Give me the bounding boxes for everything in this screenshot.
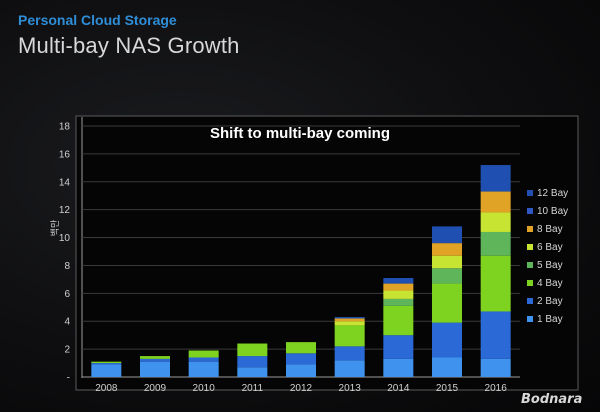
bar-segment-1-bay — [286, 364, 316, 377]
bar-segment-4-bay — [334, 325, 365, 347]
x-tick-label: 2009 — [144, 383, 167, 394]
legend-item-label: 12 Bay — [537, 188, 568, 199]
legend-swatch — [527, 316, 533, 322]
bar-stack-2010 — [188, 350, 219, 377]
legend-swatch — [527, 280, 533, 286]
legend-swatch — [527, 244, 533, 250]
bar-segment-2-bay — [140, 358, 170, 362]
bar-segment-6-bay — [432, 255, 462, 269]
bar-segment-5-bay — [432, 268, 462, 284]
y-tick-label: 4 — [64, 317, 70, 328]
x-tick-label: 2015 — [436, 383, 459, 394]
x-tick-label: 2010 — [193, 383, 216, 394]
bar-segment-2-bay — [432, 322, 462, 358]
bar-segment-2-bay — [188, 357, 219, 362]
y-tick-label: 6 — [64, 289, 70, 300]
bar-segment-4-bay — [237, 343, 268, 357]
bar-segment-6-bay — [383, 290, 414, 299]
bar-segment-1-bay — [334, 360, 365, 377]
legend-item-label: 6 Bay — [537, 242, 563, 253]
x-axis-ticks: 2008 2009 2010 2011 2012 2013 2014 2015 2016 — [95, 383, 507, 394]
x-tick-label: 2012 — [290, 383, 313, 394]
legend-item-label: 4 Bay — [537, 278, 563, 289]
chart-legend: 12 Bay 10 Bay 8 Bay 6 Bay 5 Bay 4 Bay 2 Bay 1 B… — [527, 188, 568, 325]
bar-stack-2015 — [432, 226, 462, 377]
legend-swatch — [527, 190, 533, 196]
bar-stack-2008 — [91, 361, 122, 377]
chart-bars — [91, 165, 511, 377]
legend-item-label: 1 Bay — [537, 314, 563, 325]
watermark-text: Bodnara — [521, 392, 583, 407]
y-axis-ticks: - 2 4 6 8 10 12 14 16 18 — [59, 122, 71, 384]
bar-segment-5-bay — [383, 298, 414, 306]
bar-segment-8-bay — [480, 191, 511, 213]
bar-segment-2-bay — [286, 353, 316, 365]
bar-segment-1-bay — [480, 358, 511, 377]
legend-swatch — [527, 298, 533, 304]
y-tick-label: 12 — [59, 205, 71, 216]
legend-item-label: 8 Bay — [537, 224, 563, 235]
x-tick-label: 2008 — [95, 383, 118, 394]
bar-segment-6-bay — [480, 212, 511, 232]
y-tick-label: 8 — [64, 261, 70, 272]
bar-stack-2014 — [383, 277, 414, 377]
bar-segment-8-bay — [432, 243, 462, 256]
bar-segment-4-bay — [480, 255, 511, 312]
y-axis-label: 백만 — [50, 220, 61, 237]
bar-segment-4-bay — [188, 350, 219, 358]
bar-segment-4-bay — [383, 305, 414, 336]
y-tick-label: - — [67, 373, 70, 384]
bar-segment-6-bay — [334, 321, 365, 326]
bar-segment-2-bay — [237, 356, 268, 368]
y-tick-label: 18 — [59, 122, 71, 133]
bar-stack-2012 — [286, 342, 316, 377]
x-tick-label: 2016 — [485, 383, 508, 394]
legend-swatch — [527, 226, 533, 232]
x-tick-label: 2014 — [387, 383, 410, 394]
y-tick-label: 10 — [59, 233, 71, 244]
x-tick-label: 2011 — [242, 383, 264, 394]
bar-stack-2013 — [334, 317, 365, 377]
legend-item-label: 5 Bay — [537, 260, 563, 271]
bar-segment-1-bay — [383, 358, 414, 377]
bar-segment-12-bay — [480, 165, 511, 192]
bar-segment-1-bay — [91, 364, 122, 377]
bar-segment-2-bay — [334, 346, 365, 361]
slide-kicker: Personal Cloud Storage — [18, 12, 177, 28]
y-tick-label: 16 — [59, 149, 71, 160]
slide-title: Multi-bay NAS Growth — [18, 33, 240, 58]
bar-stack-2011 — [237, 343, 268, 377]
legend-swatch — [527, 262, 533, 268]
bar-segment-1-bay — [432, 357, 462, 377]
bar-segment-1-bay — [140, 361, 170, 377]
bar-segment-4-bay — [140, 356, 170, 359]
bar-stack-2016 — [480, 165, 511, 377]
chart-title: Shift to multi-bay coming — [210, 125, 390, 142]
legend-swatch — [527, 208, 533, 214]
bar-segment-2-bay — [91, 363, 122, 365]
bar-segment-12-bay — [432, 226, 462, 244]
legend-item-label: 10 Bay — [537, 206, 568, 217]
bar-segment-1-bay — [237, 367, 268, 377]
bar-segment-2-bay — [480, 311, 511, 359]
bar-segment-5-bay — [480, 231, 511, 256]
bar-segment-8-bay — [383, 283, 414, 291]
bar-segment-4-bay — [91, 361, 122, 364]
bar-segment-12-bay — [383, 277, 414, 284]
legend-item-label: 2 Bay — [537, 296, 563, 307]
bar-segment-4-bay — [432, 283, 462, 323]
y-tick-label: 2 — [64, 345, 70, 356]
x-tick-label: 2013 — [339, 383, 362, 394]
bar-segment-12-bay — [334, 317, 365, 319]
bar-segment-1-bay — [188, 361, 219, 377]
bar-stack-2009 — [140, 356, 170, 377]
bar-segment-2-bay — [383, 335, 414, 359]
bar-segment-8-bay — [334, 318, 365, 322]
y-tick-label: 14 — [59, 177, 71, 188]
bar-segment-4-bay — [286, 342, 316, 354]
